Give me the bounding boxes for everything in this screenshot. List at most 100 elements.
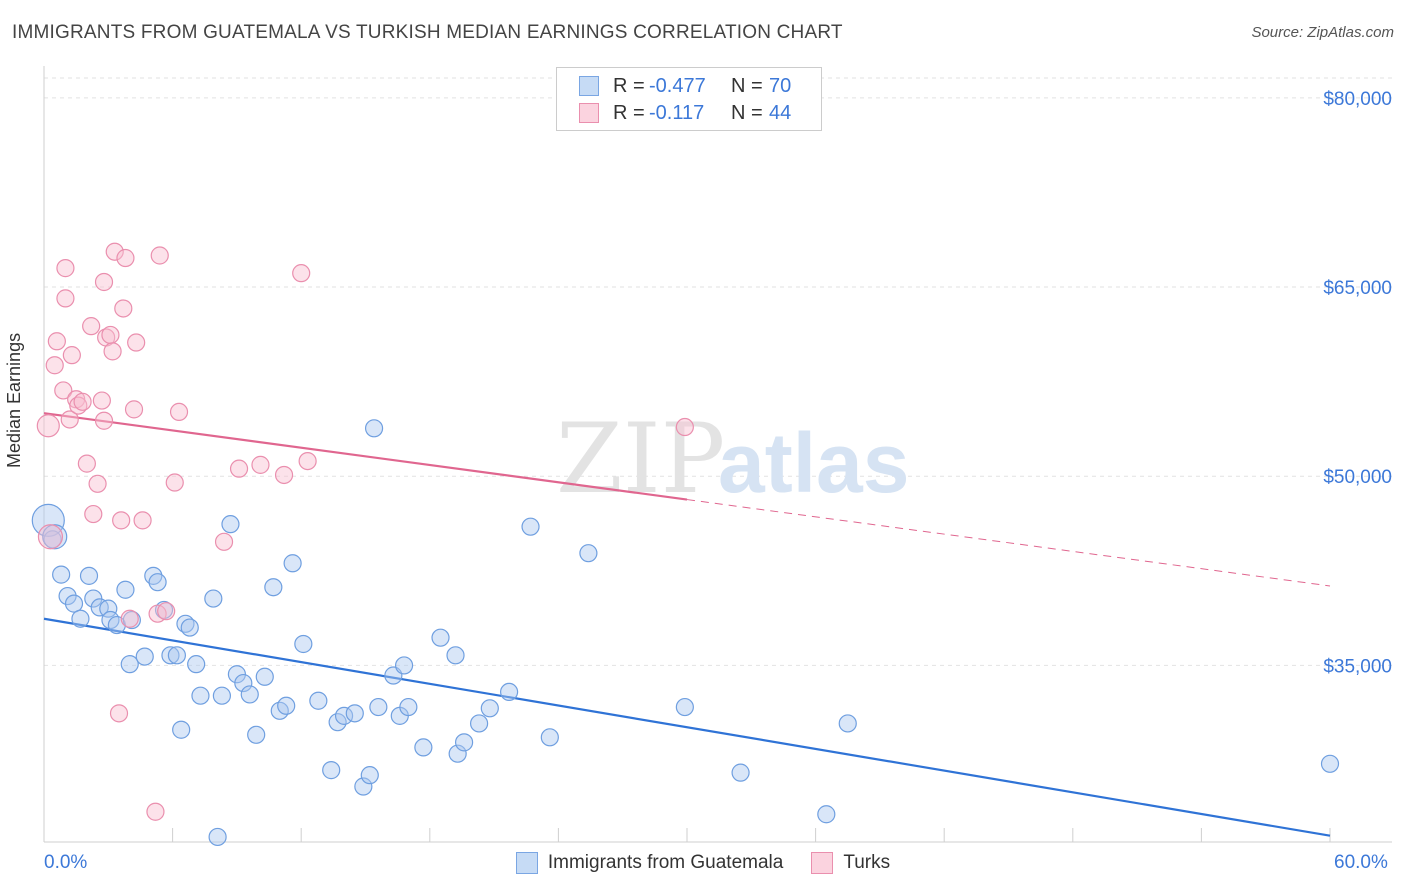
watermark-atlas: atlas [718,416,909,510]
axes [43,66,1392,843]
point-guatemala [500,682,519,702]
point-turks [112,511,131,530]
point-guatemala [540,728,559,747]
legend-r-label: R = [613,74,645,97]
point-guatemala [204,589,223,608]
point-turks [103,342,122,361]
point-guatemala [167,646,186,665]
point-turks [109,704,129,723]
legend-n-label: N = [731,74,763,97]
point-turks [101,325,120,345]
point-turks [45,356,64,375]
point-turks [157,602,176,621]
point-guatemala [212,686,231,705]
point-turks [127,333,146,352]
point-guatemala [414,738,433,757]
point-turks [229,459,249,478]
series-legend-label: Immigrants from Guatemala [547,852,784,873]
legend-r-value: -0.477 [649,74,706,97]
point-turks [94,272,114,292]
legend-row-guatemala: R = -0.477 N = 70 [579,74,791,98]
point-guatemala [71,609,90,628]
point-guatemala [180,618,199,637]
point-guatemala [431,628,450,647]
point-turks [146,802,165,821]
point-guatemala [58,586,77,606]
point-guatemala [247,725,266,744]
correlation-legend: R = -0.477 N = 70 R = -0.117 N = 44 [556,67,822,131]
point-guatemala [354,777,373,796]
point-turks [120,609,139,628]
point-guatemala [52,565,71,584]
point-guatemala [345,704,364,723]
y-axis-label: Median Earnings [4,332,24,468]
point-turks [88,474,107,493]
point-guatemala [187,655,206,674]
point-guatemala [731,763,750,782]
point-guatemala [309,691,328,710]
point-turks [133,511,152,530]
trend-line-dashed [686,499,1331,587]
series-legend: Immigrants from Guatemala Turks [0,852,1406,874]
point-guatemala [148,573,167,592]
point-guatemala [64,594,84,613]
point-guatemala [838,714,857,733]
point-turks [292,264,311,283]
point-guatemala [1320,754,1340,773]
point-guatemala [283,554,302,573]
point-turks [150,246,169,265]
watermark-zip: ZIP [556,403,725,515]
y-tick-label: $80,000 [1323,89,1392,110]
point-turks [105,242,124,261]
source-label: Source: ZipAtlas.com [1251,24,1394,41]
point-guatemala [240,685,259,704]
point-guatemala [120,655,139,674]
point-turks [37,524,64,550]
series-legend-label: Turks [843,852,891,873]
point-turks [62,346,81,365]
point-turks [54,381,73,400]
series-legend-guatemala[interactable]: Immigrants from Guatemala [515,852,784,874]
point-turks [77,454,96,473]
y-tick-label: $35,000 [1323,656,1392,677]
point-guatemala [399,697,418,717]
series-legend-turks[interactable]: Turks [811,852,890,874]
point-turks [92,391,111,410]
point-guatemala [579,544,598,563]
legend-n-value: 44 [769,101,792,124]
point-turks [47,332,66,351]
legend-n-label: N = [731,101,763,124]
point-turks [675,417,694,437]
point-guatemala [369,697,388,717]
point-guatemala [161,646,180,665]
point-guatemala [99,599,118,618]
point-turks [82,317,101,336]
chart-title: IMMIGRANTS FROM GUATEMALA VS TURKISH MED… [12,22,843,43]
point-guatemala [221,515,240,534]
point-turks [56,289,75,308]
point-guatemala [116,580,135,599]
y-tick-label: $50,000 [1323,467,1392,488]
point-turks [274,465,294,485]
point-turks [116,248,135,268]
point-guatemala [448,744,467,763]
point-guatemala [255,667,274,686]
series-swatch-turks [811,852,834,874]
point-guatemala [394,656,414,675]
point-guatemala [191,686,210,705]
point-turks [114,299,133,318]
point-guatemala [480,699,499,718]
point-guatemala [322,761,341,780]
legend-n-value: 70 [769,74,792,97]
point-guatemala [208,827,227,847]
trend-lines [43,412,1331,837]
point-turks [214,532,234,551]
legend-swatch-guatemala [579,76,599,96]
point-guatemala [454,733,474,752]
point-turks [298,451,317,471]
point-guatemala [521,517,540,536]
point-turks [251,455,270,474]
point-guatemala [79,566,99,585]
trend-line [43,617,1331,837]
